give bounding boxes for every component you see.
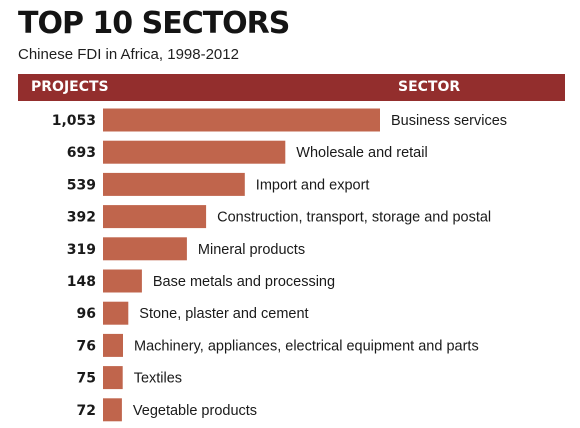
value-label: 72 [77, 403, 96, 419]
bar [103, 333, 123, 357]
chart-title: TOP 10 SECTORS [18, 6, 290, 41]
sector-label: Wholesale and retail [296, 145, 427, 161]
sector-column-header: SECTOR [398, 79, 461, 95]
sector-label: Import and export [256, 177, 370, 193]
bar [103, 172, 245, 196]
value-label: 75 [77, 371, 96, 387]
bar [103, 398, 122, 422]
sector-label: Textiles [134, 371, 182, 387]
bar [103, 366, 123, 390]
bar [103, 301, 129, 325]
bar [103, 108, 380, 132]
value-label: 319 [67, 242, 96, 258]
value-label: 76 [77, 338, 96, 354]
sector-label: Machinery, appliances, electrical equipm… [134, 338, 479, 354]
bar [103, 237, 187, 261]
bar [103, 269, 142, 293]
value-label: 1,053 [52, 113, 96, 129]
sector-label: Mineral products [198, 242, 305, 258]
bar [103, 140, 286, 164]
sector-label: Business services [391, 113, 507, 129]
value-label: 693 [67, 145, 96, 161]
value-label: 539 [67, 177, 96, 193]
column-header-bar: PROJECTS SECTOR [18, 74, 565, 101]
value-label: 148 [67, 274, 96, 290]
sector-label: Vegetable products [133, 403, 257, 419]
sector-label: Construction, transport, storage and pos… [217, 210, 491, 226]
bar [103, 205, 207, 229]
value-label: 392 [67, 210, 96, 226]
value-label: 96 [77, 306, 96, 322]
projects-column-header: PROJECTS [31, 79, 109, 95]
sector-label: Stone, plaster and cement [139, 306, 308, 322]
sector-label: Base metals and processing [153, 274, 335, 290]
chart-subtitle: Chinese FDI in Africa, 1998-2012 [18, 46, 239, 63]
